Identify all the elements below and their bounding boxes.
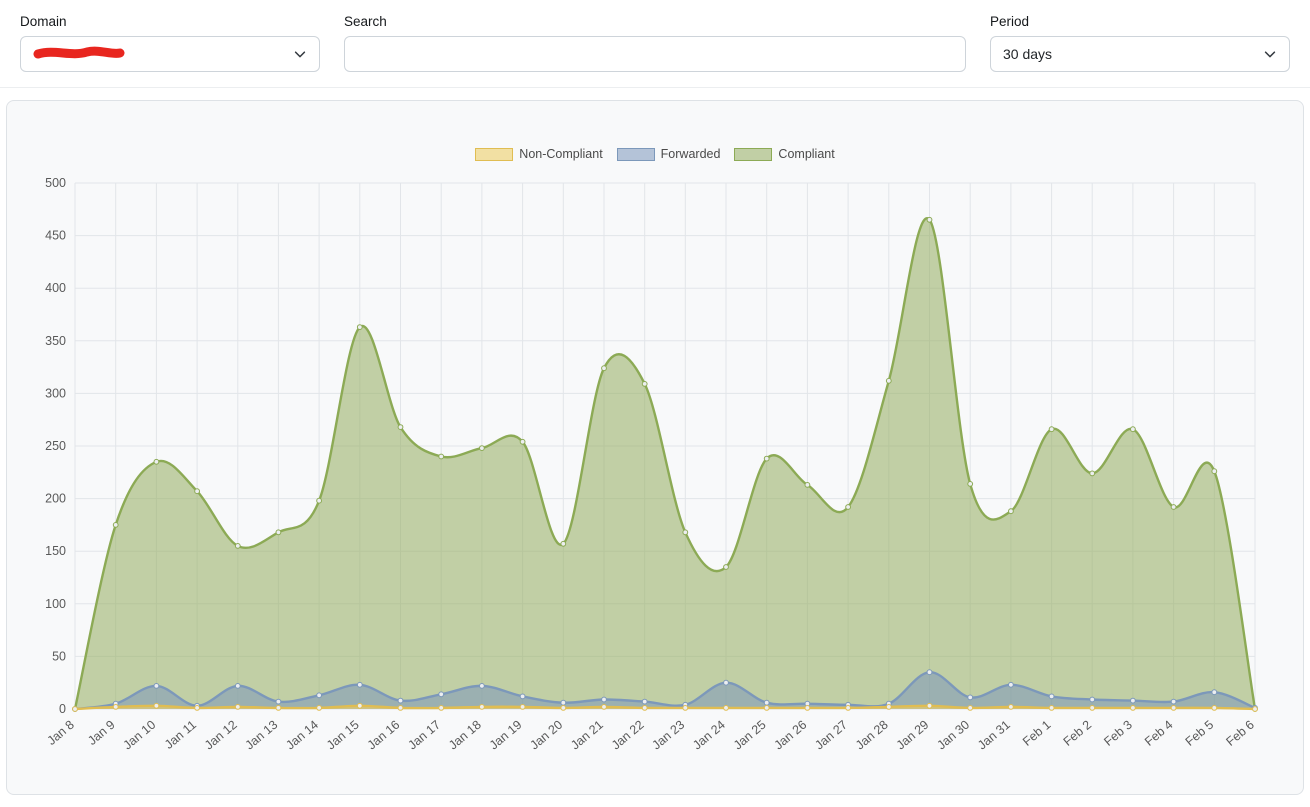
svg-text:Jan 19: Jan 19 — [487, 718, 525, 753]
svg-text:Jan 18: Jan 18 — [446, 718, 484, 753]
period-field-group: Period 30 days — [990, 14, 1290, 72]
chevron-down-icon — [1263, 47, 1277, 61]
legend-label: Forwarded — [660, 147, 721, 161]
svg-text:Feb 3: Feb 3 — [1101, 718, 1135, 749]
domain-label: Domain — [20, 14, 67, 29]
svg-text:Jan 24: Jan 24 — [690, 718, 728, 753]
svg-text:Jan 10: Jan 10 — [121, 718, 159, 753]
svg-text:150: 150 — [45, 544, 66, 558]
svg-text:Feb 5: Feb 5 — [1183, 718, 1217, 749]
redacted-domain-value — [33, 45, 125, 64]
svg-text:500: 500 — [45, 176, 66, 190]
svg-text:Jan 26: Jan 26 — [772, 718, 810, 753]
search-label: Search — [344, 14, 387, 29]
svg-text:Jan 14: Jan 14 — [283, 718, 321, 753]
period-label: Period — [990, 14, 1030, 29]
svg-text:Jan 12: Jan 12 — [202, 718, 240, 753]
svg-text:Feb 6: Feb 6 — [1223, 718, 1257, 749]
legend-swatch — [475, 147, 514, 161]
svg-text:Feb 4: Feb 4 — [1142, 718, 1176, 749]
svg-text:Jan 17: Jan 17 — [405, 718, 443, 753]
legend-swatch — [734, 147, 773, 161]
compliance-chart: 0 50 100 150 200 250 300 350 400 450 500 Jan 8 Jan 9… — [44, 176, 1258, 753]
svg-text:Jan 11: Jan 11 — [162, 718, 199, 752]
svg-text:Jan 16: Jan 16 — [365, 718, 403, 753]
svg-text:Feb 1: Feb 1 — [1020, 718, 1054, 749]
svg-text:250: 250 — [45, 439, 66, 453]
svg-text:400: 400 — [45, 281, 66, 295]
svg-text:Jan 9: Jan 9 — [85, 718, 117, 748]
period-select[interactable]: 30 days — [990, 36, 1290, 72]
search-field-group: Search — [344, 14, 966, 72]
legend-swatch — [616, 147, 655, 161]
svg-text:0: 0 — [59, 702, 66, 716]
svg-text:Jan 23: Jan 23 — [649, 718, 687, 753]
svg-text:Jan 30: Jan 30 — [934, 718, 972, 753]
svg-text:Jan 29: Jan 29 — [894, 718, 932, 753]
filter-bar: Domain Search Period 30 days — [0, 0, 1310, 88]
legend-label: Compliant — [778, 147, 835, 161]
chart-legend: Non-Compliant Forwarded Compliant — [7, 101, 1303, 161]
chart-panel: Non-Compliant Forwarded Compliant 0 50 100 15… — [6, 100, 1304, 795]
period-selected-value: 30 days — [1003, 46, 1053, 62]
svg-text:Jan 22: Jan 22 — [609, 718, 647, 753]
svg-text:Jan 13: Jan 13 — [243, 718, 281, 753]
legend-item-forwarded[interactable]: Forwarded — [616, 147, 721, 161]
svg-text:300: 300 — [45, 386, 66, 400]
legend-label: Non-Compliant — [519, 147, 603, 161]
chevron-down-icon — [293, 47, 307, 61]
svg-text:200: 200 — [45, 492, 66, 506]
svg-text:Jan 20: Jan 20 — [527, 718, 565, 753]
svg-text:Jan 28: Jan 28 — [853, 718, 891, 753]
svg-text:Feb 2: Feb 2 — [1061, 718, 1095, 749]
svg-text:Jan 27: Jan 27 — [812, 718, 850, 753]
domain-select[interactable] — [20, 36, 320, 72]
svg-text:Jan 15: Jan 15 — [324, 718, 362, 753]
svg-text:Jan 31: Jan 31 — [975, 718, 1013, 753]
legend-item-compliant[interactable]: Compliant — [734, 147, 835, 161]
search-input[interactable] — [344, 36, 966, 72]
svg-text:450: 450 — [45, 229, 66, 243]
domain-field-group: Domain — [20, 14, 320, 72]
svg-text:Jan 8: Jan 8 — [44, 718, 76, 748]
svg-text:100: 100 — [45, 597, 66, 611]
svg-text:Jan 25: Jan 25 — [731, 718, 769, 753]
svg-text:350: 350 — [45, 334, 66, 348]
svg-text:50: 50 — [52, 649, 66, 663]
svg-text:Jan 21: Jan 21 — [568, 718, 606, 753]
legend-item-non-compliant[interactable]: Non-Compliant — [475, 147, 603, 161]
